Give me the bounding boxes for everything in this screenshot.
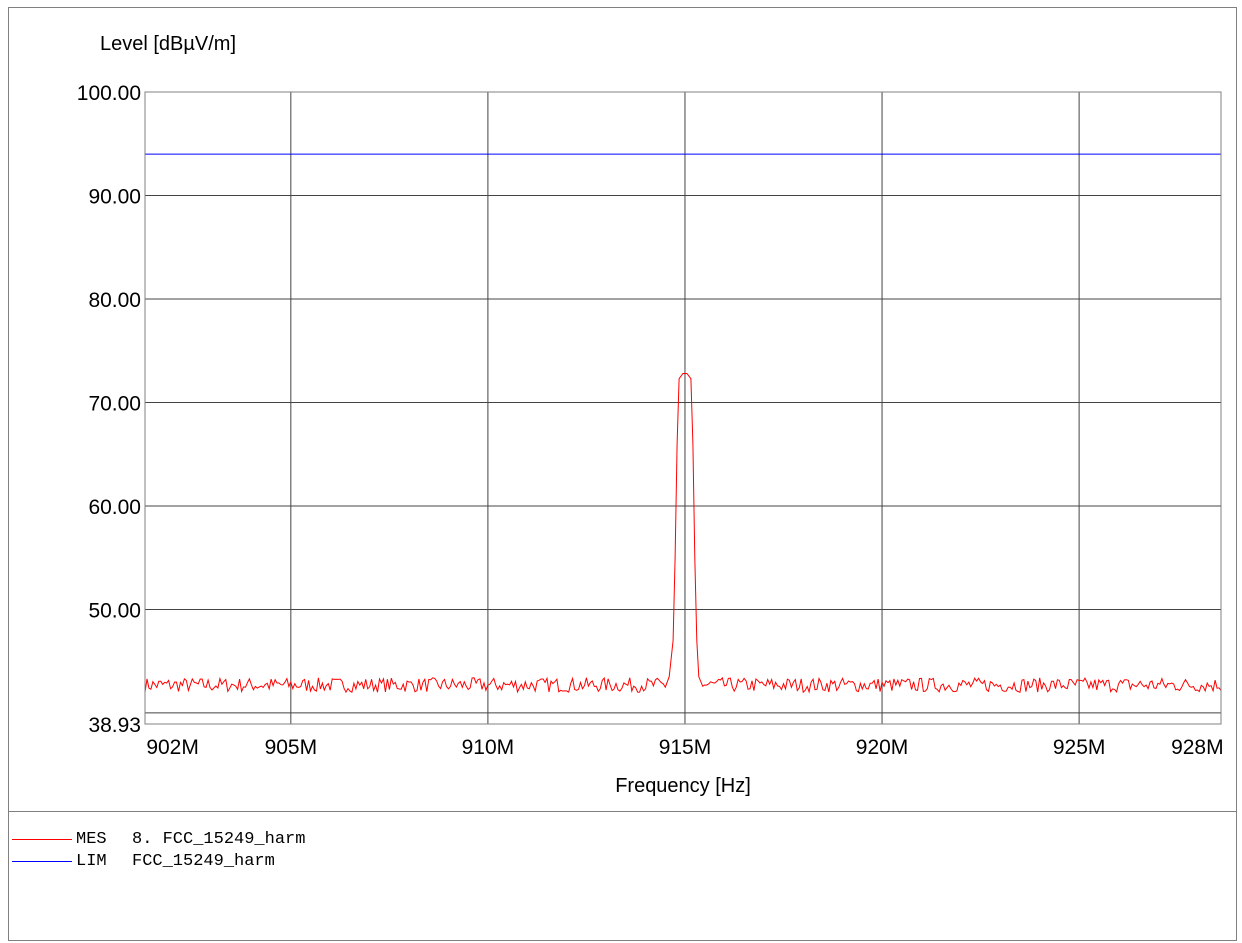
plot-area-border bbox=[144, 91, 1222, 725]
y-tick-label: 70.00 bbox=[88, 392, 141, 415]
legend-text: FCC_15249_harm bbox=[132, 851, 275, 871]
y-tick-label: 38.93 bbox=[88, 714, 141, 737]
grid bbox=[145, 91, 1221, 724]
series bbox=[144, 153, 1222, 694]
y-tick-label: 60.00 bbox=[88, 496, 141, 519]
y-axis-label: Level [dBµV/m] bbox=[100, 33, 236, 55]
x-axis-label: Frequency [Hz] bbox=[615, 775, 751, 797]
legend-item-mes: MES 8. FCC_15249_harm bbox=[12, 828, 305, 850]
legend-text: 8. FCC_15249_harm bbox=[132, 829, 306, 849]
chart-frame bbox=[8, 7, 1237, 941]
x-tick-label: 905M bbox=[265, 736, 318, 759]
series-line-mes bbox=[144, 373, 1222, 694]
x-tick-label: 902M bbox=[146, 736, 199, 759]
legend-tag: LIM bbox=[76, 851, 107, 871]
x-tick-label: 915M bbox=[659, 736, 712, 759]
x-tick-label: 928M bbox=[1171, 736, 1224, 759]
legend: MES 8. FCC_15249_harm LIM FCC_15249_harm bbox=[12, 828, 305, 872]
y-tick-label: 90.00 bbox=[88, 185, 141, 208]
legend-divider bbox=[8, 811, 1237, 812]
x-tick-label: 920M bbox=[856, 736, 909, 759]
x-tick-label: 925M bbox=[1053, 736, 1106, 759]
y-tick-label: 50.00 bbox=[88, 599, 141, 622]
legend-swatch-mes bbox=[12, 838, 72, 840]
legend-swatch-lim bbox=[12, 860, 72, 862]
y-tick-label: 80.00 bbox=[88, 289, 141, 312]
tick-labels: 100.00 90.00 80.00 70.00 60.00 50.00 38.93902M… bbox=[77, 82, 1224, 759]
x-tick-label: 910M bbox=[462, 736, 515, 759]
legend-item-lim: LIM FCC_15249_harm bbox=[12, 850, 305, 872]
legend-tag: MES bbox=[76, 829, 107, 849]
y-tick-label: 100.00 bbox=[77, 82, 141, 105]
